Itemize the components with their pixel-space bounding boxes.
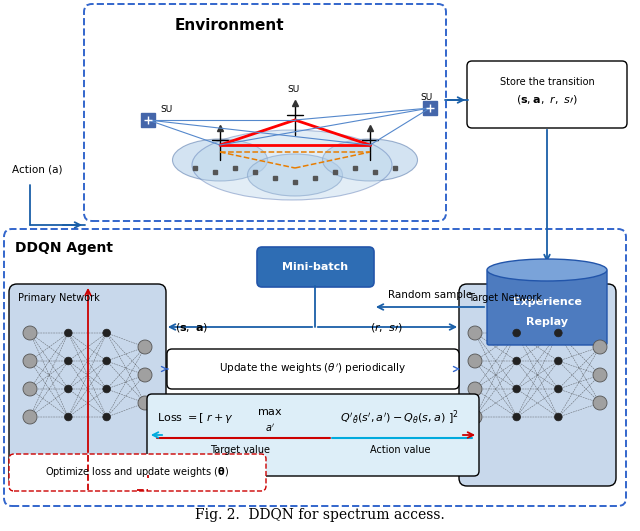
FancyBboxPatch shape xyxy=(9,284,166,486)
Circle shape xyxy=(103,385,111,393)
Text: Action (a): Action (a) xyxy=(12,165,63,175)
Text: Fig. 2.  DDQN for spectrum access.: Fig. 2. DDQN for spectrum access. xyxy=(195,508,445,522)
FancyBboxPatch shape xyxy=(167,349,459,389)
Circle shape xyxy=(468,410,482,424)
Circle shape xyxy=(554,329,562,337)
Ellipse shape xyxy=(323,139,417,181)
Circle shape xyxy=(23,326,37,340)
Ellipse shape xyxy=(173,139,268,181)
Text: $(r,\ s\prime)$: $(r,\ s\prime)$ xyxy=(370,321,403,333)
Circle shape xyxy=(554,413,562,421)
Circle shape xyxy=(23,410,37,424)
Ellipse shape xyxy=(192,130,392,200)
Text: $({\bf s}, {\bf a},\ r,\ s\prime)$: $({\bf s}, {\bf a},\ r,\ s\prime)$ xyxy=(516,93,578,107)
Text: SU: SU xyxy=(420,93,432,102)
Text: Optimize loss and update weights (${\bf \theta}$): Optimize loss and update weights (${\bf … xyxy=(45,465,229,479)
Circle shape xyxy=(65,329,72,337)
Text: Store the transition: Store the transition xyxy=(500,77,595,87)
Circle shape xyxy=(138,368,152,382)
Text: Loss $= [\ r + \gamma$: Loss $= [\ r + \gamma$ xyxy=(157,411,234,425)
Circle shape xyxy=(23,354,37,368)
Ellipse shape xyxy=(487,334,607,356)
FancyBboxPatch shape xyxy=(257,247,374,287)
Ellipse shape xyxy=(487,259,607,281)
Circle shape xyxy=(65,413,72,421)
Ellipse shape xyxy=(248,154,342,196)
Circle shape xyxy=(138,340,152,354)
Circle shape xyxy=(513,385,520,393)
Circle shape xyxy=(138,396,152,410)
Text: Mini-batch: Mini-batch xyxy=(282,262,348,272)
Text: SU: SU xyxy=(160,106,172,115)
Text: Experience: Experience xyxy=(513,297,581,307)
Circle shape xyxy=(593,340,607,354)
FancyBboxPatch shape xyxy=(467,61,627,128)
Circle shape xyxy=(103,329,111,337)
Text: DDQN Agent: DDQN Agent xyxy=(15,241,113,255)
Circle shape xyxy=(103,357,111,365)
FancyBboxPatch shape xyxy=(4,229,626,506)
Circle shape xyxy=(468,326,482,340)
Text: $Q'_{\bar{\theta}}(s', a') - Q_{\theta}(s, a)\ ]^2$: $Q'_{\bar{\theta}}(s', a') - Q_{\theta}(… xyxy=(340,409,459,427)
Text: Random sample: Random sample xyxy=(388,290,472,300)
Circle shape xyxy=(23,382,37,396)
Text: $({\bf s},\ {\bf a})$: $({\bf s},\ {\bf a})$ xyxy=(175,321,208,333)
Circle shape xyxy=(103,413,111,421)
Circle shape xyxy=(554,385,562,393)
Circle shape xyxy=(554,357,562,365)
Circle shape xyxy=(513,329,520,337)
Text: Action value: Action value xyxy=(370,445,430,455)
Circle shape xyxy=(593,396,607,410)
Text: Environment: Environment xyxy=(175,18,285,32)
Text: Target Network: Target Network xyxy=(468,293,542,303)
Text: $a'$: $a'$ xyxy=(265,422,275,434)
FancyBboxPatch shape xyxy=(84,4,446,221)
Text: Primary Network: Primary Network xyxy=(18,293,100,303)
FancyBboxPatch shape xyxy=(487,270,607,345)
Circle shape xyxy=(65,385,72,393)
Circle shape xyxy=(468,354,482,368)
Text: SU: SU xyxy=(287,85,299,95)
Text: Replay: Replay xyxy=(526,317,568,327)
Text: Target value: Target value xyxy=(210,445,270,455)
Text: $\max$: $\max$ xyxy=(257,407,283,417)
Circle shape xyxy=(65,357,72,365)
Circle shape xyxy=(593,368,607,382)
Circle shape xyxy=(468,382,482,396)
FancyBboxPatch shape xyxy=(147,394,479,476)
FancyBboxPatch shape xyxy=(459,284,616,486)
FancyBboxPatch shape xyxy=(9,454,266,491)
Circle shape xyxy=(513,413,520,421)
Circle shape xyxy=(513,357,520,365)
Text: Update the weights ($\theta'$) periodically: Update the weights ($\theta'$) periodica… xyxy=(220,362,406,376)
